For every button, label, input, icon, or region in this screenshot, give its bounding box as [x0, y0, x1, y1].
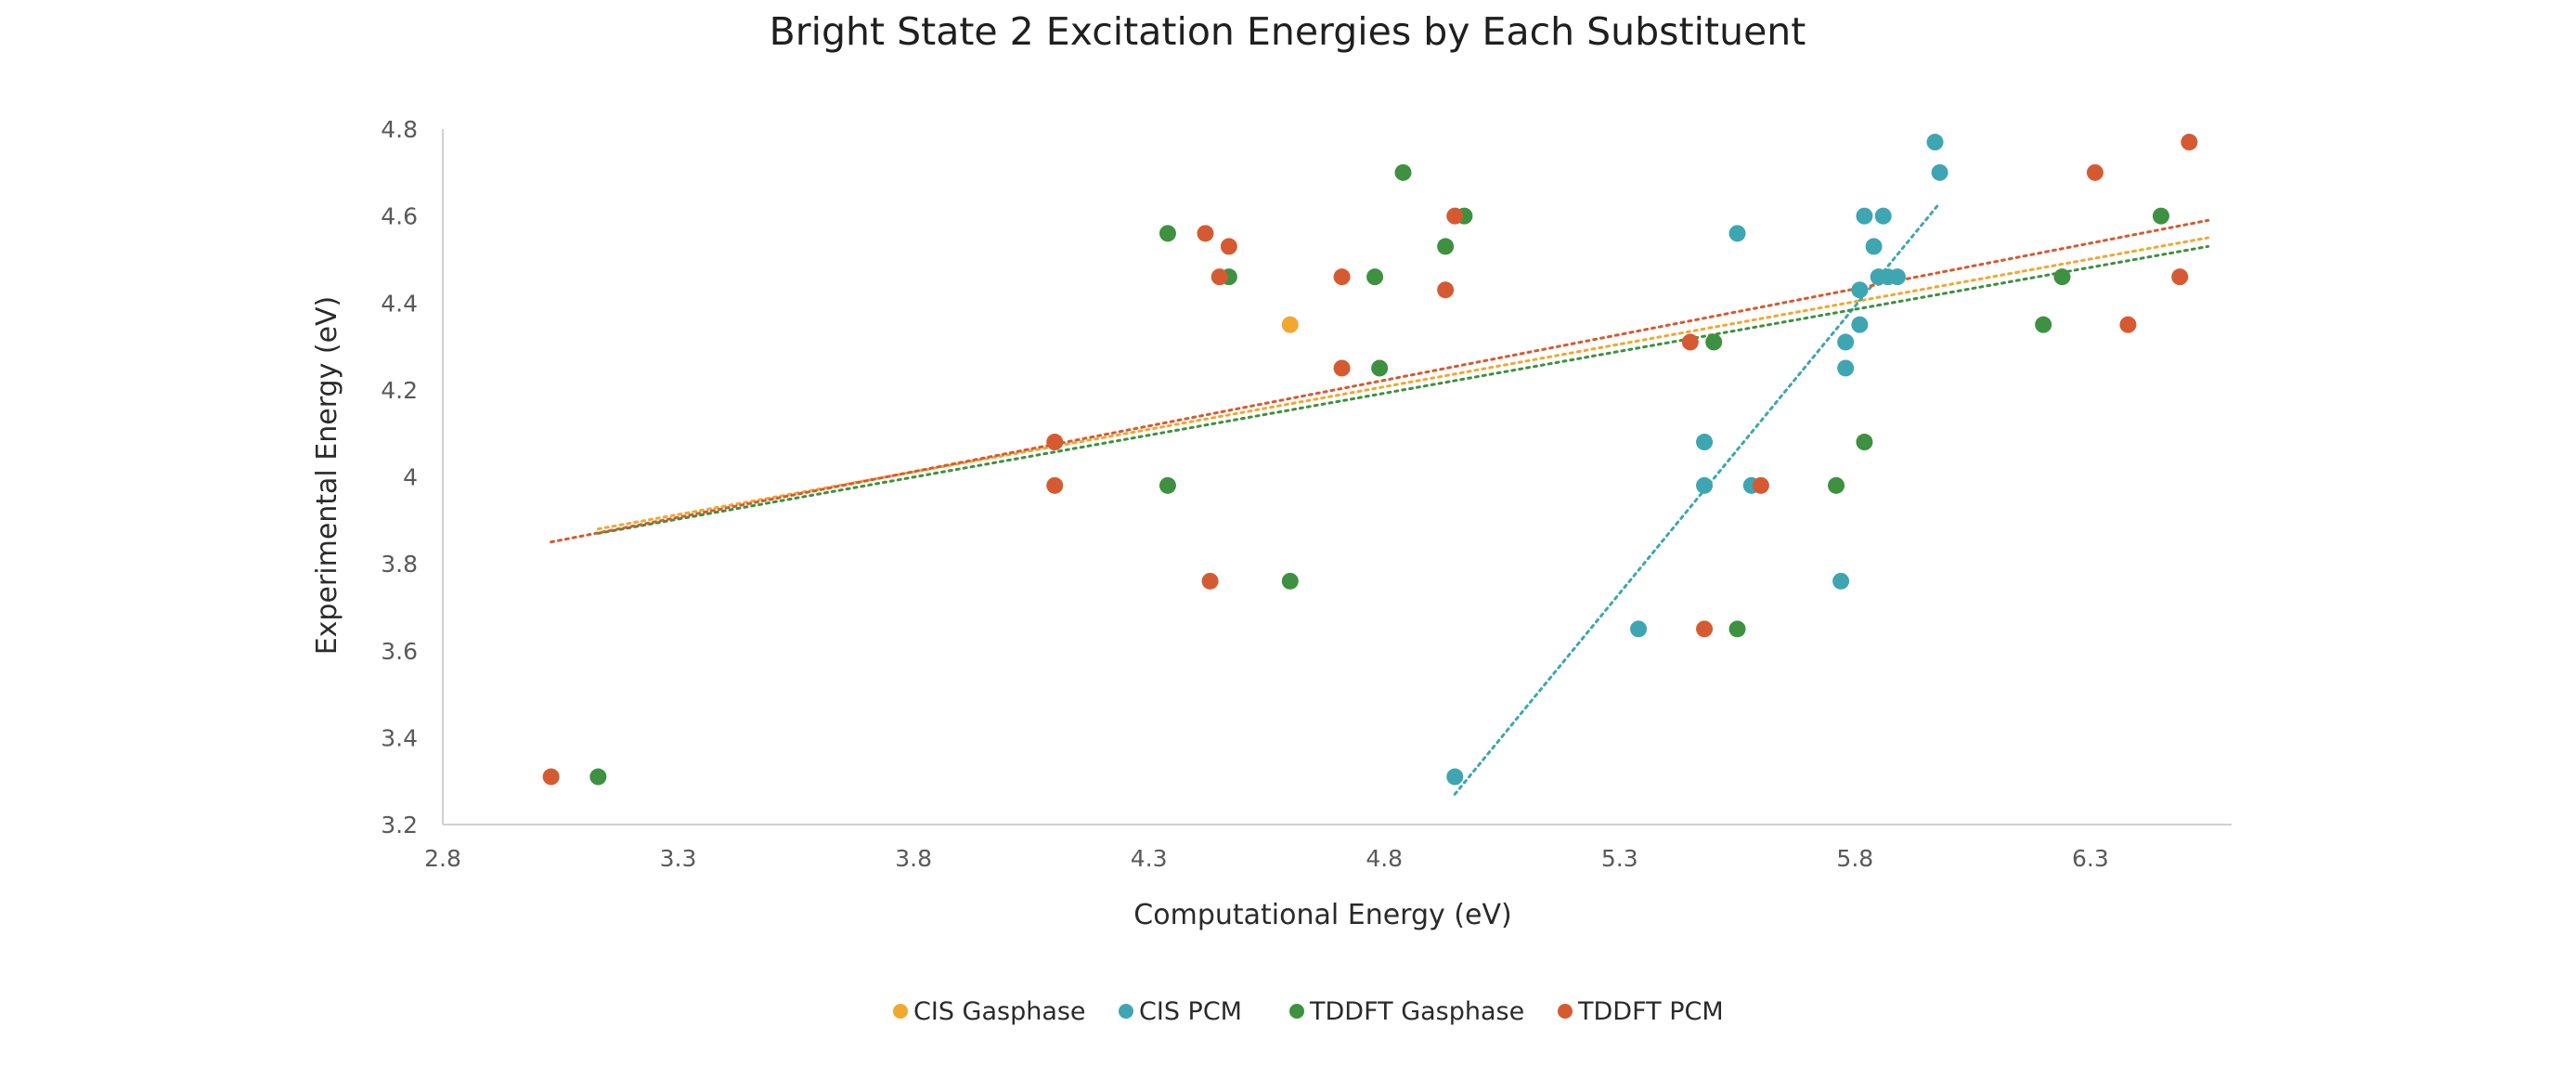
- point-tddft-pcm: [1210, 268, 1228, 286]
- trendline-cis-pcm: [1453, 202, 1942, 796]
- trendline-tddft-pcm: [550, 218, 2210, 544]
- point-tddft-pcm: [1201, 572, 1219, 590]
- point-cis-pcm: [1874, 207, 1892, 225]
- y-tick-label: 4.8: [381, 116, 418, 143]
- y-tick-label: 4.4: [381, 290, 418, 317]
- legend-label-tddft-pcm: TDDFT PCM: [1577, 997, 1724, 1026]
- point-tddft-pcm: [2181, 134, 2198, 151]
- legend-marker-tddft-pcm: [1558, 1004, 1573, 1019]
- point-cis-pcm: [1865, 238, 1883, 255]
- y-tick-label: 4.6: [381, 203, 418, 230]
- legend-label-cis-gasphase: CIS Gasphase: [913, 997, 1086, 1026]
- chart-title: Bright State 2 Excitation Energies by Ea…: [770, 9, 1806, 54]
- y-tick-label: 3.2: [381, 812, 418, 838]
- point-cis-pcm: [1696, 434, 1714, 451]
- axes: [442, 129, 2232, 826]
- x-tick-label: 3.8: [895, 845, 932, 872]
- y-tick-label: 4.2: [381, 377, 418, 404]
- legend-label-cis-pcm: CIS PCM: [1139, 997, 1242, 1026]
- legend-marker-cis-gasphase: [893, 1004, 908, 1019]
- y-axis-ticks: 3.2 3.4 3.6 3.8 4 4.2 4.4 4.6 4.8: [381, 116, 418, 838]
- legend-marker-cis-pcm: [1119, 1004, 1133, 1019]
- point-tddft-pcm: [2119, 316, 2137, 333]
- x-tick-label: 5.8: [1836, 845, 1873, 872]
- x-axis-title: Computational Energy (eV): [1133, 899, 1511, 931]
- x-tick-label: 4.3: [1131, 845, 1168, 872]
- x-tick-label: 6.3: [2072, 845, 2109, 872]
- point-cis-pcm: [1856, 207, 1873, 225]
- point-tddft-gasphase: [1856, 434, 1873, 451]
- point-tddft-gasphase: [1281, 572, 1299, 590]
- point-cis-pcm: [1446, 768, 1464, 786]
- point-tddft-gasphase: [1159, 225, 1176, 242]
- point-cis-pcm: [1837, 359, 1855, 377]
- legend-label-tddft-gasphase: TDDFT Gasphase: [1309, 997, 1524, 1026]
- point-cis-pcm: [1832, 572, 1850, 590]
- point-cis-pcm: [1926, 134, 1944, 151]
- point-tddft-gasphase: [1437, 238, 1455, 255]
- point-cis-pcm: [1931, 163, 1948, 181]
- point-tddft-pcm: [1046, 434, 1064, 451]
- y-tick-label: 4: [403, 464, 418, 491]
- point-tddft-gasphase: [589, 768, 607, 786]
- point-tddft-gasphase: [1728, 620, 1746, 638]
- x-tick-label: 3.3: [660, 845, 697, 872]
- x-tick-label: 4.8: [1366, 845, 1403, 872]
- point-tddft-pcm: [1333, 359, 1351, 377]
- point-tddft-pcm: [1681, 333, 1699, 351]
- point-tddft-pcm: [1197, 225, 1214, 242]
- point-tddft-gasphase: [2152, 207, 2169, 225]
- y-tick-label: 3.4: [381, 724, 418, 751]
- point-tddft-gasphase: [1394, 163, 1412, 181]
- point-tddft-pcm: [1696, 620, 1714, 638]
- point-tddft-gasphase: [2035, 316, 2052, 333]
- point-cis-pcm: [1888, 268, 1906, 286]
- point-tddft-gasphase: [2053, 268, 2071, 286]
- point-tddft-gasphase: [1828, 476, 1845, 494]
- point-cis-gasphase: [1281, 316, 1299, 333]
- y-axis-title: Experimental Energy (eV): [311, 296, 343, 656]
- point-cis-pcm: [1696, 476, 1714, 494]
- point-tddft-gasphase: [1371, 359, 1389, 377]
- x-tick-label: 5.3: [1601, 845, 1638, 872]
- point-cis-pcm: [1851, 281, 1869, 299]
- y-tick-label: 3.6: [381, 638, 418, 665]
- data-points: [542, 134, 2198, 786]
- point-tddft-pcm: [542, 768, 560, 786]
- point-tddft-pcm: [1046, 476, 1064, 494]
- trendlines: [550, 202, 2210, 796]
- point-tddft-pcm: [2171, 268, 2189, 286]
- legend-marker-tddft-gasphase: [1289, 1004, 1304, 1019]
- point-cis-pcm: [1837, 333, 1855, 351]
- x-tick-label: 2.8: [424, 845, 461, 872]
- point-tddft-pcm: [1752, 476, 1769, 494]
- point-cis-pcm: [1630, 620, 1648, 638]
- y-tick-label: 3.8: [381, 551, 418, 578]
- x-axis-ticks: 2.8 3.3 3.8 4.3 4.8 5.3 5.8 6.3: [424, 845, 2109, 872]
- point-tddft-pcm: [1437, 281, 1455, 299]
- trendline-cis-gasphase: [596, 236, 2210, 531]
- trendline-tddft-gasphase: [596, 244, 2210, 535]
- point-cis-pcm: [1728, 225, 1746, 242]
- point-tddft-pcm: [2086, 163, 2104, 181]
- legend: CIS Gasphase CIS PCM TDDFT Gasphase TDDFT P…: [893, 997, 1724, 1026]
- point-tddft-pcm: [1220, 238, 1237, 255]
- point-tddft-gasphase: [1159, 476, 1176, 494]
- point-cis-pcm: [1851, 316, 1869, 333]
- point-tddft-pcm: [1333, 268, 1351, 286]
- point-tddft-pcm: [1446, 207, 1464, 225]
- point-tddft-gasphase: [1705, 333, 1723, 351]
- point-tddft-gasphase: [1366, 268, 1384, 286]
